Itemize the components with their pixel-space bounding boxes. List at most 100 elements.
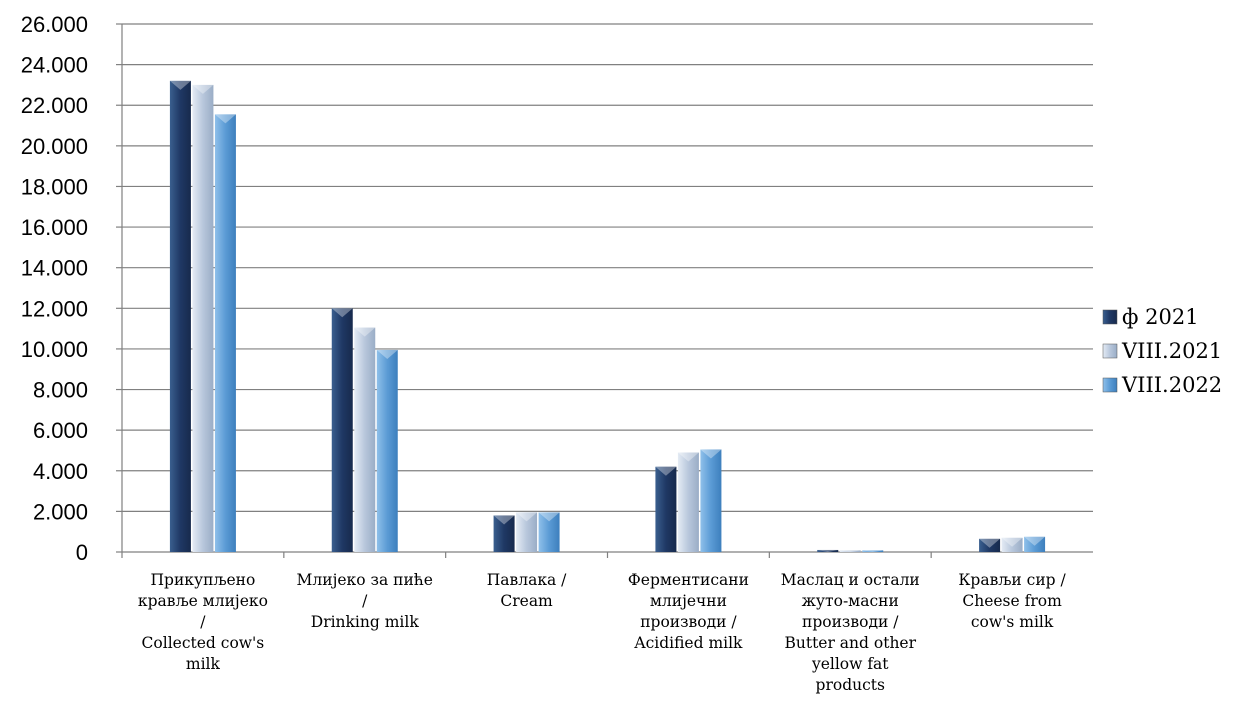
y-tick-label: 12.000 xyxy=(21,296,88,321)
bar xyxy=(214,114,236,552)
x-category-label-line: Прикупљено xyxy=(151,571,256,589)
x-category-label-line: Маслац и остали xyxy=(781,571,920,589)
bar-bevel xyxy=(376,349,398,359)
legend-item: VIII.2022 xyxy=(1102,373,1222,397)
x-category-label-line: Cheese from xyxy=(962,592,1062,610)
bar-body xyxy=(516,512,538,552)
bar-body xyxy=(1024,536,1046,552)
bar-bevel xyxy=(493,515,515,525)
bar xyxy=(655,466,677,552)
bar-bevel xyxy=(979,538,1001,548)
y-tick-label: 22.000 xyxy=(21,93,88,118)
legend-swatch xyxy=(1102,377,1118,393)
bar-body xyxy=(700,449,722,552)
bar-body xyxy=(493,515,515,552)
bar-bevel xyxy=(839,550,861,552)
x-category-label-line: Павлака / xyxy=(487,571,567,589)
bar xyxy=(192,84,214,552)
bar xyxy=(376,349,398,552)
x-axis-category-labels: Прикупљено крављe млијеко / Collected cow's… xyxy=(138,571,1067,694)
x-category-label-line: products xyxy=(816,676,885,694)
x-category-label-line: Млијеко за пиће xyxy=(297,571,433,589)
x-category-label-line: / xyxy=(200,613,206,631)
y-tick-label: 26.000 xyxy=(21,12,88,37)
bar-body xyxy=(331,308,353,552)
bar-bevel xyxy=(192,84,214,94)
bar xyxy=(169,80,191,552)
bar-bevel xyxy=(1024,536,1046,546)
gridlines xyxy=(122,23,1093,512)
x-category-label-line: Ферментисани xyxy=(628,571,749,589)
x-category-label-line: cow's milk xyxy=(971,613,1054,631)
legend: ф 2021 VIII.2021 VIII.2022 xyxy=(1102,305,1222,397)
y-tick-label: 4.000 xyxy=(33,459,88,484)
x-category-label-line: yellow fat xyxy=(811,655,889,673)
bar xyxy=(862,550,884,552)
x-category-label-line: производи / xyxy=(640,613,737,631)
x-category-label-line: производи / xyxy=(802,613,899,631)
bar-body xyxy=(839,550,861,552)
legend-label: ф 2021 xyxy=(1122,305,1199,329)
bar-bevel xyxy=(214,114,236,124)
legend-item: ф 2021 xyxy=(1102,305,1199,329)
bar xyxy=(1024,536,1046,552)
bars xyxy=(169,80,1046,552)
legend-swatch xyxy=(1102,343,1118,359)
bar-body xyxy=(1001,537,1023,552)
x-category-label-line: Butter and other xyxy=(784,634,916,652)
y-tick-label: 24.000 xyxy=(21,53,88,78)
legend-label: VIII.2021 xyxy=(1121,339,1222,363)
bar-bevel xyxy=(331,308,353,318)
bar xyxy=(677,452,699,552)
bar-body xyxy=(376,349,398,552)
bar xyxy=(516,512,538,552)
y-tick-label: 6.000 xyxy=(33,418,88,443)
bar xyxy=(538,512,560,552)
legend-item: VIII.2021 xyxy=(1102,339,1222,363)
x-category-label-line: млијечни xyxy=(650,592,727,610)
bar-body xyxy=(862,550,884,552)
bar-bevel xyxy=(1001,537,1023,547)
legend-label: VIII.2022 xyxy=(1121,373,1222,397)
bar-body xyxy=(192,84,214,552)
x-category-label-line: Drinking milk xyxy=(311,613,420,631)
axes xyxy=(116,23,1093,558)
x-category-label-line: Collected cow's xyxy=(142,634,265,652)
y-tick-label: 2.000 xyxy=(33,499,88,524)
bar-body xyxy=(354,327,376,552)
bar-bevel xyxy=(700,449,722,459)
x-category-label-line: Cream xyxy=(500,592,553,610)
y-tick-label: 8.000 xyxy=(33,378,88,403)
legend-swatch xyxy=(1102,309,1118,325)
x-category-label-line: крављe млијеко xyxy=(138,592,268,610)
bar-bevel xyxy=(677,452,699,462)
bar-body xyxy=(214,114,236,552)
bar-body xyxy=(817,549,839,552)
bar-bevel xyxy=(862,550,884,552)
bar-body xyxy=(169,80,191,552)
x-category-label-line: / xyxy=(362,592,368,610)
bar-bevel xyxy=(538,512,560,522)
bar-body xyxy=(538,512,560,552)
bar xyxy=(979,538,1001,552)
bar xyxy=(700,449,722,552)
bar xyxy=(1001,537,1023,552)
bar-body xyxy=(979,538,1001,552)
bar xyxy=(817,549,839,552)
bar-bevel xyxy=(817,549,839,552)
x-category-label-line: Acidified milk xyxy=(633,634,743,652)
bar xyxy=(331,308,353,552)
x-category-label-line: milk xyxy=(186,655,221,673)
y-tick-label: 18.000 xyxy=(21,174,88,199)
bar-bevel xyxy=(169,80,191,90)
bar xyxy=(493,515,515,552)
x-category-label-line: Крављи сир / xyxy=(958,571,1066,589)
bar xyxy=(839,550,861,552)
y-axis-tick-labels: 0 2.000 4.000 6.000 8.000 10.000 12.000 14.000 1… xyxy=(21,12,88,565)
y-tick-label: 0 xyxy=(76,540,88,565)
bar-bevel xyxy=(354,327,376,337)
y-tick-label: 16.000 xyxy=(21,215,88,240)
x-category-label-line: жуто-масни xyxy=(802,592,899,610)
y-tick-label: 10.000 xyxy=(21,337,88,362)
